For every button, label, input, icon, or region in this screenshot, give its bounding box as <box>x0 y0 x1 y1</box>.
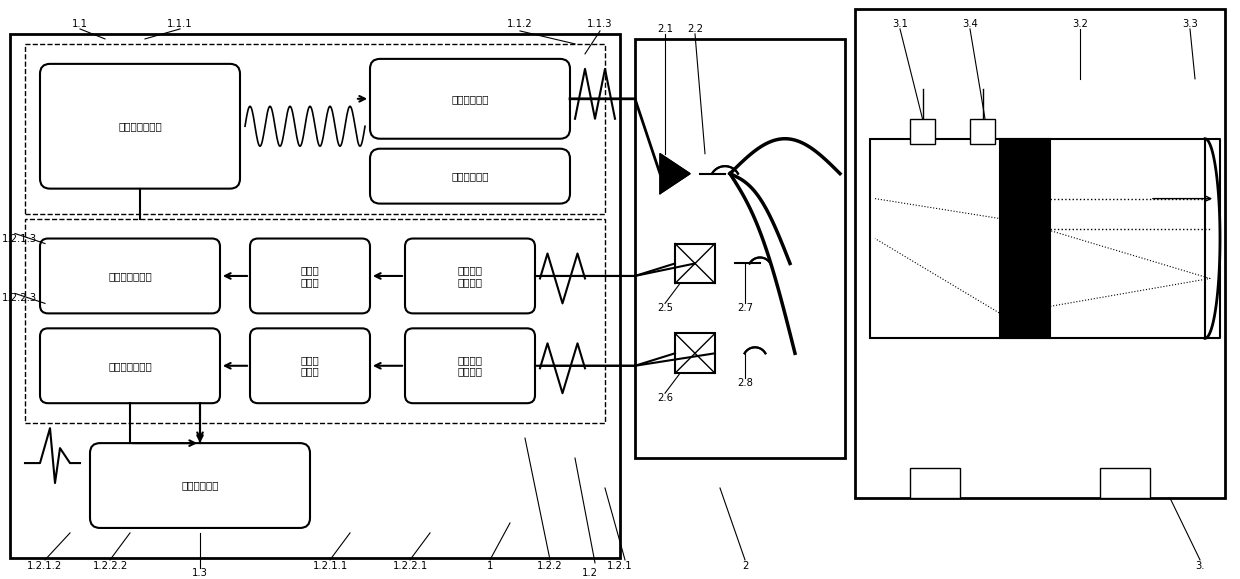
Text: 1.1.2: 1.1.2 <box>507 19 533 29</box>
Text: 3.3: 3.3 <box>1182 19 1198 29</box>
Text: 1.1.3: 1.1.3 <box>588 19 613 29</box>
Text: 1.2.2.3: 1.2.2.3 <box>2 294 37 303</box>
Bar <box>25 44 605 214</box>
Text: 1: 1 <box>487 561 494 571</box>
FancyBboxPatch shape <box>40 64 241 189</box>
Text: 2.8: 2.8 <box>737 378 753 389</box>
Text: 1.2: 1.2 <box>582 568 598 578</box>
Text: 第二前置
放大电路: 第二前置 放大电路 <box>458 355 482 376</box>
Text: 第一滤
波电路: 第一滤 波电路 <box>300 265 320 287</box>
Bar <box>675 334 715 373</box>
Text: 1.2.2: 1.2.2 <box>537 561 563 571</box>
Text: 1.2.1.1: 1.2.1.1 <box>312 561 347 571</box>
Text: 第二滤
波电路: 第二滤 波电路 <box>300 355 320 376</box>
Bar <box>910 119 935 144</box>
Text: 1.1: 1.1 <box>72 19 88 29</box>
FancyBboxPatch shape <box>91 443 310 528</box>
Text: 激光驱动电路: 激光驱动电路 <box>451 94 489 104</box>
FancyBboxPatch shape <box>405 328 534 403</box>
Bar <box>999 139 1050 338</box>
Bar <box>910 468 960 498</box>
Text: 2.6: 2.6 <box>657 393 673 403</box>
Text: 2: 2 <box>742 561 748 571</box>
Bar <box>856 9 1225 498</box>
Bar <box>675 244 715 284</box>
FancyBboxPatch shape <box>250 328 370 403</box>
Text: 调制波形发生器: 调制波形发生器 <box>118 121 162 131</box>
Text: 1.2.1.3: 1.2.1.3 <box>2 233 37 244</box>
FancyBboxPatch shape <box>370 59 570 139</box>
Text: 1.3: 1.3 <box>192 568 208 578</box>
Text: 1.2.1: 1.2.1 <box>608 561 632 571</box>
FancyBboxPatch shape <box>40 328 219 403</box>
Text: 3.: 3. <box>1195 561 1205 571</box>
Text: 2.2: 2.2 <box>687 24 703 34</box>
Text: 第二锁相放大器: 第二锁相放大器 <box>108 361 151 371</box>
Text: 1.2.1.2: 1.2.1.2 <box>27 561 63 571</box>
Text: 3.1: 3.1 <box>892 19 908 29</box>
Text: 2.7: 2.7 <box>737 303 753 313</box>
Text: 2.5: 2.5 <box>657 303 673 313</box>
Bar <box>1100 468 1149 498</box>
Text: 数据处理单元: 数据处理单元 <box>181 481 218 490</box>
Text: 1.1.1: 1.1.1 <box>167 19 192 29</box>
Bar <box>870 139 1205 338</box>
Text: 3.4: 3.4 <box>962 19 978 29</box>
Text: 第一前置
放大电路: 第一前置 放大电路 <box>458 265 482 287</box>
Bar <box>635 39 844 458</box>
Bar <box>25 218 605 423</box>
FancyBboxPatch shape <box>40 239 219 313</box>
FancyBboxPatch shape <box>250 239 370 313</box>
Text: 1.2.2.1: 1.2.2.1 <box>392 561 428 571</box>
FancyBboxPatch shape <box>405 239 534 313</box>
FancyBboxPatch shape <box>370 149 570 204</box>
Text: 3.2: 3.2 <box>1073 19 1087 29</box>
Text: 数字温控模块: 数字温控模块 <box>451 171 489 181</box>
Bar <box>970 119 994 144</box>
Polygon shape <box>660 153 689 193</box>
Text: 第一锁相放大器: 第一锁相放大器 <box>108 271 151 281</box>
Text: 2.1: 2.1 <box>657 24 673 34</box>
Text: 1.2.2.2: 1.2.2.2 <box>92 561 128 571</box>
Bar <box>10 34 620 558</box>
